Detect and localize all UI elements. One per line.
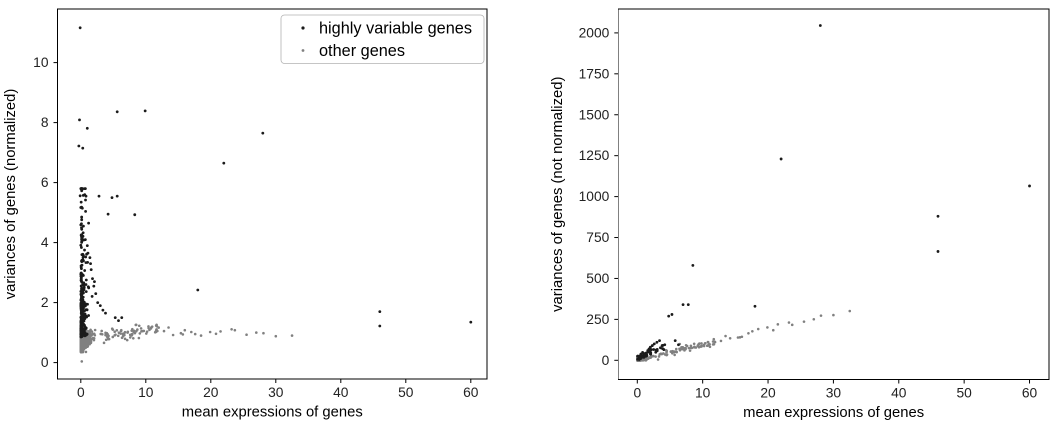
svg-text:250: 250 [586,312,609,327]
svg-text:20: 20 [203,385,219,400]
svg-text:6: 6 [41,175,49,190]
svg-text:1250: 1250 [579,148,610,163]
svg-text:8: 8 [41,115,49,130]
svg-text:30: 30 [826,386,842,401]
svg-text:1750: 1750 [579,66,610,81]
svg-text:0: 0 [602,353,610,368]
svg-text:750: 750 [586,230,609,245]
svg-text:1000: 1000 [579,189,610,204]
svg-text:4: 4 [41,235,49,250]
svg-text:10: 10 [695,386,711,401]
svg-text:variances of genes (not normal: variances of genes (not normalized) [550,77,566,312]
svg-text:500: 500 [586,271,609,286]
svg-text:60: 60 [463,385,479,400]
svg-text:variances of genes (normalized: variances of genes (normalized) [3,89,19,300]
svg-text:2: 2 [41,295,49,310]
svg-text:10: 10 [33,55,49,70]
svg-text:50: 50 [398,385,414,400]
svg-text:60: 60 [1022,386,1038,401]
svg-text:2000: 2000 [579,25,610,40]
svg-text:other genes: other genes [319,42,405,60]
svg-text:30: 30 [268,385,284,400]
svg-text:50: 50 [956,386,972,401]
svg-text:highly variable genes: highly variable genes [319,20,472,38]
svg-text:mean expressions of genes: mean expressions of genes [743,405,924,421]
svg-text:40: 40 [891,386,907,401]
svg-text:0: 0 [77,385,85,400]
svg-text:20: 20 [760,386,776,401]
svg-text:40: 40 [333,385,349,400]
svg-text:10: 10 [138,385,154,400]
svg-text:0: 0 [633,386,641,401]
svg-text:0: 0 [41,355,49,370]
svg-text:1500: 1500 [579,107,610,122]
svg-text:mean expressions of genes: mean expressions of genes [182,405,363,421]
